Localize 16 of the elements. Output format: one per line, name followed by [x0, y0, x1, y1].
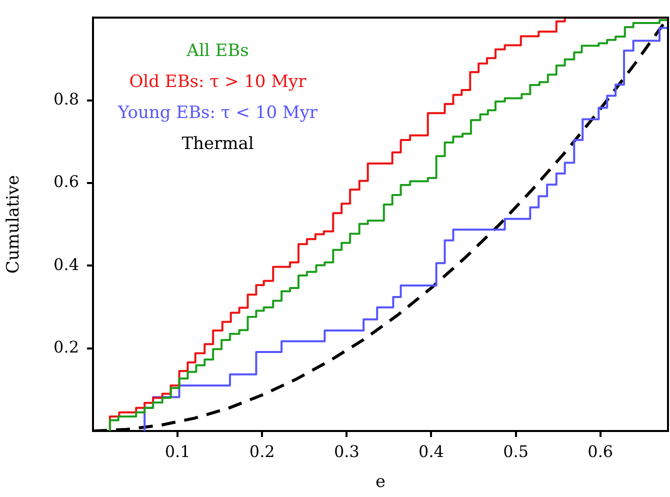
x-axis-title: e [375, 472, 386, 492]
x-tick-label: 0.2 [249, 442, 275, 461]
y-tick-label: 0.4 [54, 254, 79, 274]
text: Old EBs: τ > 10 Myr [129, 72, 308, 92]
x-tick-label: 0.3 [334, 442, 360, 461]
y-axis-title: Cumulative [4, 175, 24, 274]
y-tick-label: 0.2 [54, 337, 79, 356]
x-tick-label: 0.6 [588, 442, 614, 461]
x-tick-label: 0.5 [503, 442, 529, 461]
y-tick-label: 0.8 [54, 89, 79, 108]
x-tick-label: 0.4 [418, 442, 444, 461]
text: Thermal [182, 134, 254, 154]
x-tick-label: 0.1 [164, 442, 190, 461]
text: All EBs [186, 41, 249, 62]
y-tick-label: 0.6 [54, 172, 79, 192]
text: Young EBs: τ < 10 Myr [116, 103, 318, 124]
